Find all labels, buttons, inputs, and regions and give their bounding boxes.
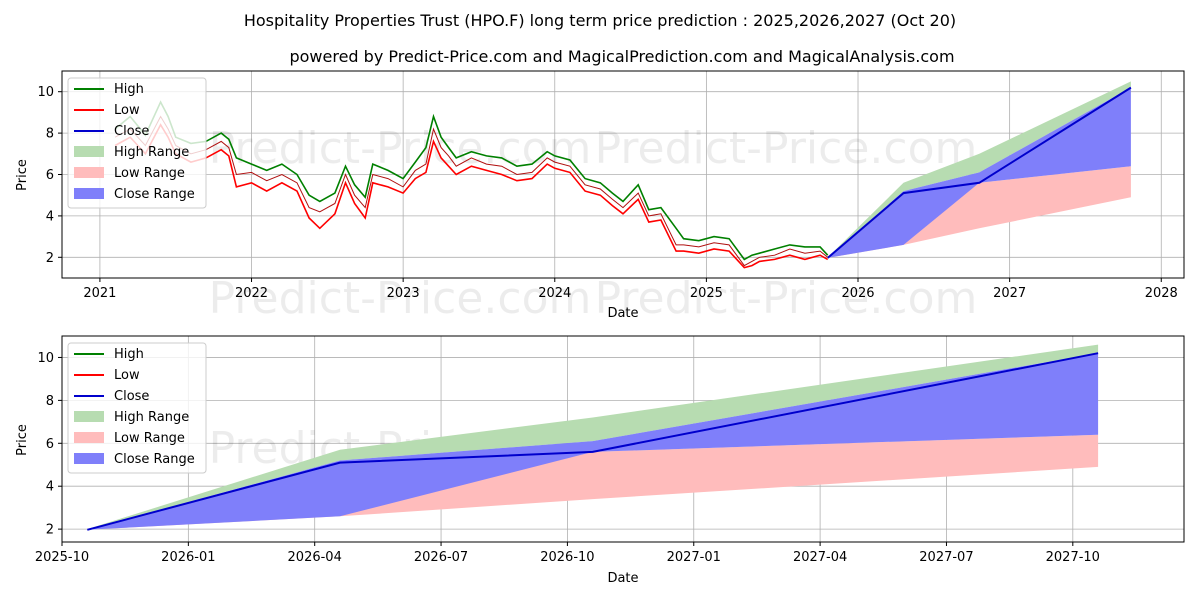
top-y-tick-label: 4 — [46, 209, 54, 224]
top-watermark-2: Predict-Price.com — [595, 123, 978, 174]
bottom-x-tick-label: 2027-04 — [793, 550, 847, 565]
bottom-marks — [87, 344, 1099, 531]
bottom-y-tick-label: 4 — [46, 480, 54, 495]
bottom-legend-low-label: Low — [114, 368, 140, 383]
bottom-legend: High Low Close High Range Low Range Clos… — [67, 342, 207, 474]
top-xlabel: Date — [607, 306, 638, 321]
top-panel: Predict-Price.com Predict-Price.com Pred… — [15, 70, 1185, 324]
bottom-high-range-band — [87, 344, 1099, 530]
top-x-tick-label: 2028 — [1145, 286, 1178, 301]
top-x-tick-label: 2021 — [83, 286, 116, 301]
top-y-tick-label: 10 — [37, 85, 54, 100]
bottom-x-tick-label: 2026-07 — [414, 550, 468, 565]
top-legend-high-label: High — [114, 82, 144, 97]
top-watermark-4: Predict-Price.com — [595, 273, 978, 324]
bottom-legend-low-range-swatch — [74, 432, 104, 443]
top-close-history-line — [114, 115, 829, 267]
bottom-x-tick-label: 2026-10 — [540, 550, 594, 565]
bottom-close-range-band — [87, 353, 1099, 530]
top-legend-low-label: Low — [114, 103, 140, 118]
bottom-x-tick-label: 2027-01 — [667, 550, 721, 565]
top-legend: High Low Close High Range Low Range Clos… — [67, 77, 207, 209]
top-y-tick-label: 8 — [46, 127, 54, 142]
top-close-range-band — [827, 87, 1131, 258]
top-close-prediction-line — [827, 86, 1132, 259]
top-x-tick-label: 2022 — [235, 286, 268, 301]
top-x-tick-label: 2024 — [538, 286, 571, 301]
bottom-legend-close-range-swatch — [74, 453, 104, 464]
top-legend-close-range-label: Close Range — [114, 187, 195, 202]
top-low-range-band — [827, 166, 1131, 258]
top-watermark-3: Predict-Price.com — [209, 273, 592, 324]
bottom-close-prediction-line — [87, 352, 1099, 531]
bottom-y-tick-label: 8 — [46, 394, 54, 409]
bottom-ticks: 2025-10 2026-01 2026-04 2026-07 2026-10 2027-… — [35, 351, 1100, 565]
bottom-plot-frame — [61, 335, 1185, 543]
top-high-range-band — [827, 81, 1131, 258]
top-legend-high-range-swatch — [74, 146, 104, 157]
bottom-legend-close-range-label: Close Range — [114, 452, 195, 467]
top-watermark-1: Predict-Price.com — [209, 123, 592, 174]
top-x-tick-label: 2025 — [690, 286, 723, 301]
chart-title: Hospitality Properties Trust (HPO.F) lon… — [244, 11, 956, 30]
bottom-legend-low-range-label: Low Range — [114, 431, 185, 446]
top-high-history-line — [114, 100, 829, 261]
bottom-y-tick-label: 2 — [46, 523, 54, 538]
top-x-tick-label: 2023 — [387, 286, 420, 301]
bottom-x-tick-label: 2025-10 — [35, 550, 89, 565]
chart-subtitle: powered by Predict-Price.com and Magical… — [289, 47, 954, 66]
top-legend-low-range-swatch — [74, 167, 104, 178]
bottom-panel: Predict-Price.com Predict-Price.com 2025… — [15, 335, 1185, 586]
bottom-y-tick-label: 6 — [46, 437, 54, 452]
top-x-tick-label: 2027 — [993, 286, 1026, 301]
top-legend-close-range-swatch — [74, 188, 104, 199]
bottom-legend-high-label: High — [114, 347, 144, 362]
top-ylabel: Price — [15, 159, 30, 191]
bottom-legend-high-range-label: High Range — [114, 410, 189, 425]
bottom-legend-close-label: Close — [114, 389, 149, 404]
top-x-tick-label: 2026 — [841, 286, 874, 301]
top-legend-low-range-label: Low Range — [114, 166, 185, 181]
bottom-low-range-band — [87, 434, 1099, 530]
top-low-history-line — [114, 123, 829, 269]
bottom-xlabel: Date — [607, 571, 638, 586]
top-y-tick-label: 2 — [46, 251, 54, 266]
bottom-y-tick-label: 10 — [37, 351, 54, 366]
bottom-x-tick-label: 2027-10 — [1046, 550, 1100, 565]
bottom-x-tick-label: 2026-01 — [161, 550, 215, 565]
bottom-legend-high-range-swatch — [74, 411, 104, 422]
top-ticks: 2021 2022 2023 2024 2025 2026 2027 2028 2 4 6 8 10 — [37, 85, 1177, 301]
bottom-x-tick-label: 2027-07 — [919, 550, 973, 565]
top-legend-high-range-label: High Range — [114, 145, 189, 160]
top-marks — [114, 81, 1132, 269]
bottom-ylabel: Price — [15, 424, 30, 456]
top-y-tick-label: 6 — [46, 168, 54, 183]
bottom-x-tick-label: 2026-04 — [288, 550, 342, 565]
top-legend-close-label: Close — [114, 124, 149, 139]
